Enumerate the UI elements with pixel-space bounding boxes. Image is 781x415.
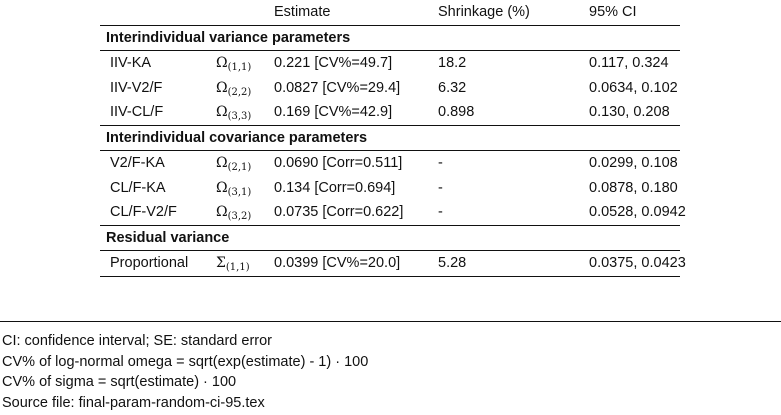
- table-row: CL/F-KA Ω(3,1) 0.134 [Corr=0.694] - 0.08…: [100, 176, 680, 201]
- footnote-source-file: Source file: final-param-random-ci-95.te…: [2, 394, 265, 411]
- header-rule: [100, 24, 680, 26]
- section-rule: [100, 250, 680, 251]
- footnotes: CI: confidence interval; SE: standard er…: [2, 331, 368, 413]
- param-ci: 0.0878, 0.180: [589, 179, 678, 196]
- param-name: CL/F-KA: [110, 179, 166, 196]
- param-name: IIV-V2/F: [110, 79, 163, 96]
- param-estimate: 0.0690 [Corr=0.511]: [274, 155, 403, 171]
- footnote-cv-sigma: CV% of sigma = sqrt(estimate) · 100: [2, 374, 237, 390]
- param-name: IIV-KA: [110, 55, 152, 71]
- param-estimate: 0.0827 [CV%=29.4]: [274, 79, 401, 96]
- section-title-residual: Residual variance: [106, 229, 230, 246]
- param-ci: 0.0299, 0.108: [589, 155, 678, 171]
- param-shrinkage: 6.32: [438, 79, 467, 96]
- param-estimate: 0.221 [CV%=49.7]: [274, 55, 393, 71]
- table-row: V2/F-KA Ω(2,1) 0.0690 [Corr=0.511] - 0.0…: [100, 151, 680, 176]
- param-name: V2/F-KA: [110, 155, 165, 171]
- param-ci: 0.130, 0.208: [589, 104, 670, 120]
- param-estimate: 0.0735 [Corr=0.622]: [274, 204, 404, 220]
- section-rule: [100, 50, 680, 51]
- param-ci: 0.117, 0.324: [589, 55, 669, 71]
- header-estimate: Estimate: [274, 4, 331, 20]
- param-ci: 0.0528, 0.0942: [589, 204, 686, 220]
- table-row: CL/F-V2/F Ω(3,2) 0.0735 [Corr=0.622] - 0…: [100, 200, 686, 225]
- param-symbol: Ω(3,3): [216, 104, 252, 122]
- param-estimate: 0.0399 [CV%=20.0]: [274, 255, 401, 271]
- table-row: IIV-V2/F Ω(2,2) 0.0827 [CV%=29.4] 6.32 0…: [100, 76, 680, 101]
- header-shrinkage: Shrinkage (%): [438, 4, 530, 20]
- param-ci: 0.0634, 0.102: [589, 79, 678, 96]
- param-name: Proportional: [110, 255, 189, 271]
- param-ci: 0.0375, 0.0423: [589, 255, 686, 271]
- param-shrinkage: 0.898: [438, 104, 475, 120]
- section-title-variance: Interindividual variance parameters: [106, 29, 351, 46]
- param-symbol: Ω(3,2): [216, 204, 252, 222]
- param-shrinkage: -: [438, 204, 443, 220]
- param-name: CL/F-V2/F: [110, 204, 177, 220]
- param-name: IIV-CL/F: [110, 104, 164, 120]
- param-symbol: Σ(1,1): [216, 255, 250, 273]
- section-rule: [100, 224, 680, 226]
- param-shrinkage: 5.28: [438, 255, 467, 271]
- header-ci: 95% CI: [589, 4, 637, 20]
- table-row: Proportional Σ(1,1) 0.0399 [CV%=20.0] 5.…: [100, 251, 686, 276]
- footnote-cv-omega: CV% of log-normal omega = sqrt(exp(estim…: [2, 353, 369, 370]
- table-header-row: Estimate Shrinkage (%) 95% CI: [100, 0, 680, 25]
- param-shrinkage: 18.2: [438, 55, 467, 71]
- table-row: IIV-KA Ω(1,1) 0.221 [CV%=49.7] 18.2 0.11…: [100, 51, 680, 76]
- table-bottom-rule: [100, 275, 680, 277]
- param-estimate: 0.134 [Corr=0.694]: [274, 179, 396, 196]
- footnote-abbreviations: CI: confidence interval; SE: standard er…: [2, 333, 272, 349]
- section-rule: [100, 124, 680, 126]
- section-title-covariance: Interindividual covariance parameters: [106, 129, 368, 146]
- param-shrinkage: -: [438, 155, 443, 171]
- param-symbol: Ω(2,2): [216, 79, 252, 98]
- table-row: IIV-CL/F Ω(3,3) 0.169 [CV%=42.9] 0.898 0…: [100, 100, 680, 125]
- param-symbol: Ω(3,1): [216, 179, 252, 198]
- param-symbol: Ω(1,1): [216, 55, 252, 73]
- param-symbol: Ω(2,1): [216, 155, 252, 173]
- parameter-table: Estimate Shrinkage (%) 95% CI Interindiv…: [100, 0, 686, 277]
- param-estimate: 0.169 [CV%=42.9]: [274, 104, 393, 120]
- footnote-rule: [0, 321, 781, 322]
- param-shrinkage: -: [438, 179, 443, 196]
- section-rule: [100, 150, 680, 151]
